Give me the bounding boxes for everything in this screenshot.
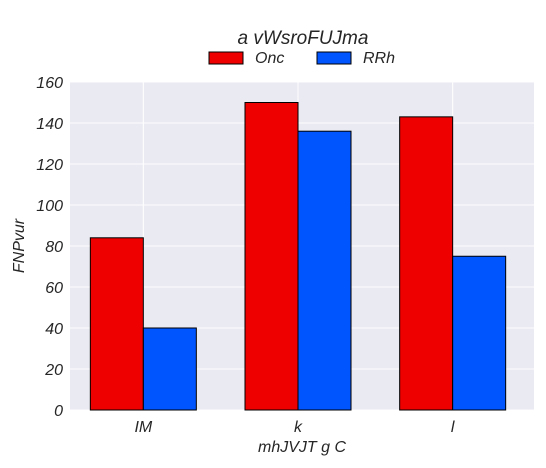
legend-label: Onc — [255, 50, 284, 67]
y-tick-label: 40 — [45, 321, 63, 338]
x-tick-label: k — [294, 419, 303, 436]
chart-title: a vWsroFUJma — [238, 28, 369, 49]
y-tick-label: 100 — [36, 198, 63, 215]
x-tick-label: l — [451, 419, 455, 436]
bar-RRh-k — [297, 130, 352, 411]
bar-Onc-l — [399, 116, 454, 411]
y-tick-label: 0 — [54, 403, 63, 420]
y-tick-label: 160 — [36, 75, 63, 92]
bar-RRh-IM — [142, 327, 197, 411]
bar-Onc-IM — [89, 237, 144, 411]
x-tick-label: IM — [134, 419, 152, 436]
y-tick-label: 120 — [36, 157, 63, 174]
y-tick-label: 60 — [45, 280, 63, 297]
legend-label: RRh — [363, 50, 395, 67]
legend-swatch — [316, 51, 352, 65]
x-axis-label: mhJVJT g C — [258, 439, 346, 456]
x-axis-ticks: IM k l — [134, 419, 454, 436]
bar-RRh-l — [452, 255, 507, 411]
y-tick-label: 80 — [45, 239, 63, 256]
bar-Onc-k — [244, 102, 299, 411]
bars — [89, 102, 507, 411]
y-axis-ticks: 0 20 40 60 80 100 120 140 160 — [36, 75, 63, 420]
legend-swatch — [208, 51, 244, 65]
y-tick-label: 20 — [44, 362, 63, 379]
legend: Onc RRh — [208, 50, 395, 67]
y-axis-label: FNPvur — [11, 218, 28, 273]
y-tick-label: 140 — [36, 116, 63, 133]
